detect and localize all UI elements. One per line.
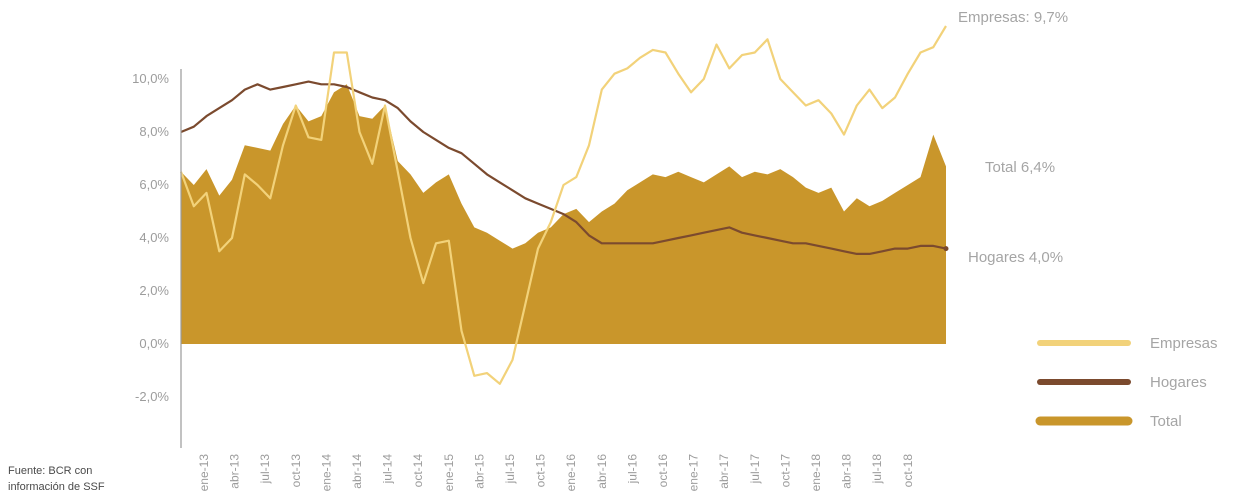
plot-area [179,25,947,385]
y-tick-label: 8,0% [139,124,169,139]
end-annotations: Empresas: 9,7% Total 6,4% Hogares 4,0% [943,9,1068,266]
annotation-hogares: Hogares 4,0% [968,249,1063,266]
y-tick-label: 4,0% [139,230,169,245]
legend-label-total: Total [1150,413,1182,430]
legend: Empresas Hogares Total [1035,335,1218,430]
source-line: Fuente: BCR con [8,465,92,477]
series-line-hogares [180,80,947,255]
x-tick-label: ene-15 [442,454,456,492]
x-tick-label: ene-18 [809,454,823,492]
x-tick-label: abr-14 [350,454,364,489]
source-note: Fuente: BCR con información de SSF [8,465,105,493]
y-axis: -2,0% 0,0% 2,0% 4,0% 6,0% 8,0% 10,0% [132,69,182,448]
hogares-end-marker [943,246,949,252]
x-tick-label: oct-14 [411,454,425,488]
x-tick-label: jul-13 [258,454,272,485]
x-tick-label: abr-18 [840,454,854,489]
legend-label-empresas: Empresas [1150,335,1218,352]
x-tick-label: jul-15 [503,454,517,485]
x-tick-label: ene-14 [319,454,333,492]
x-tick-label: abr-15 [472,454,486,489]
x-tick-label: jul-16 [625,454,639,485]
y-tick-label: 2,0% [139,283,169,298]
x-axis: ene-13 abr-13 jul-13 oct-13 ene-14 abr-14 jul-… [197,454,915,492]
x-tick-label: oct-16 [656,454,670,488]
x-tick-label: ene-13 [197,454,211,492]
x-tick-label: oct-17 [778,454,792,488]
y-tick-label: -2,0% [135,389,169,404]
source-line: información de SSF [8,481,105,493]
x-tick-label: oct-15 [534,454,548,488]
x-tick-label: jul-14 [381,454,395,485]
x-tick-label: abr-16 [595,454,609,489]
x-tick-label: oct-13 [289,454,303,488]
legend-label-hogares: Hogares [1150,374,1207,391]
x-tick-label: ene-16 [564,454,578,492]
y-tick-label: 0,0% [139,336,169,351]
x-tick-label: abr-17 [717,454,731,489]
y-tick-label: 6,0% [139,177,169,192]
series-line-empresas [179,25,947,385]
y-tick-label: 10,0% [132,71,169,86]
x-tick-label: oct-18 [901,454,915,488]
x-tick-label: jul-18 [870,454,884,485]
x-tick-label: ene-17 [687,454,701,492]
x-tick-label: abr-13 [228,454,242,489]
x-tick-label: jul-17 [748,454,762,485]
annotation-total: Total 6,4% [985,159,1055,176]
annotation-empresas: Empresas: 9,7% [958,9,1068,26]
